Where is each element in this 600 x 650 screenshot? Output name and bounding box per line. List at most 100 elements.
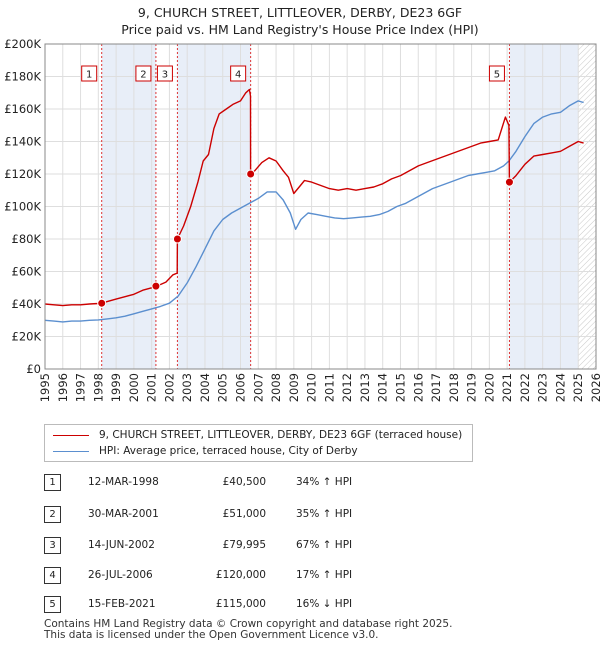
title-line-2: Price paid vs. HM Land Registry's House … xyxy=(121,22,479,37)
footer-line-2: This data is licensed under the Open Gov… xyxy=(44,629,379,641)
y-tick-label: £60K xyxy=(12,265,42,279)
sale-number: 5 xyxy=(44,596,61,613)
sale-hpi-diff: 34% ↑ HPI xyxy=(296,476,353,488)
y-tick-label: £140K xyxy=(4,135,41,149)
x-tick-label: 2007 xyxy=(251,373,265,402)
x-tick-label: 2022 xyxy=(518,373,532,402)
x-tick-label: 2025 xyxy=(571,373,585,402)
title-line-1: 9, CHURCH STREET, LITTLEOVER, DERBY, DE2… xyxy=(137,5,463,20)
table-row: 4 26-JUL-2006 £120,000 17% ↑ HPI xyxy=(44,565,564,585)
x-tick-label: 2013 xyxy=(358,373,372,402)
sale-hpi-diff: 17% ↑ HPI xyxy=(296,569,353,581)
sale-badge-label: 5 xyxy=(494,70,500,81)
sale-badge-label: 4 xyxy=(235,70,241,81)
x-tick-label: 1995 xyxy=(38,373,52,402)
table-row: 1 12-MAR-1998 £40,500 34% ↑ HPI xyxy=(44,472,564,492)
sale-point xyxy=(151,281,161,291)
legend-item-hpi: HPI: Average price, terraced house, City… xyxy=(53,443,358,459)
y-tick-label: £200K xyxy=(4,37,41,51)
sale-hpi-diff: 35% ↑ HPI xyxy=(296,508,353,520)
x-tick-label: 2016 xyxy=(411,373,425,402)
price-paid-line xyxy=(44,88,584,307)
x-tick-label: 2018 xyxy=(447,373,461,402)
table-row: 5 15-FEB-2021 £115,000 16% ↓ HPI xyxy=(44,594,564,614)
footer-attribution: Contains HM Land Registry data © Crown c… xyxy=(44,619,452,641)
table-row: 3 14-JUN-2002 £79,995 67% ↑ HPI xyxy=(44,535,564,555)
sale-badge xyxy=(81,65,98,82)
x-tick-label: 1996 xyxy=(56,373,70,402)
legend: 9, CHURCH STREET, LITTLEOVER, DERBY, DE2… xyxy=(44,424,473,462)
x-tick-label: 2024 xyxy=(553,373,567,402)
sale-badge-label: 1 xyxy=(86,70,92,81)
y-tick-label: £80K xyxy=(12,232,42,246)
sale-badge xyxy=(230,65,247,82)
footer-line-1: Contains HM Land Registry data © Crown c… xyxy=(44,618,453,630)
chart-title: 9, CHURCH STREET, LITTLEOVER, DERBY, DE2… xyxy=(0,4,600,38)
sale-number: 4 xyxy=(44,567,61,584)
x-tick-label: 2009 xyxy=(287,373,301,402)
x-tick-label: 2005 xyxy=(216,373,230,402)
x-tick-label: 2020 xyxy=(482,373,496,402)
sale-number: 2 xyxy=(44,506,61,523)
y-tick-label: £120K xyxy=(4,167,41,181)
sale-date: 15-FEB-2021 xyxy=(88,598,156,610)
table-row: 2 30-MAR-2001 £51,000 35% ↑ HPI xyxy=(44,504,564,524)
legend-label-hpi: HPI: Average price, terraced house, City… xyxy=(99,445,358,457)
sale-date: 30-MAR-2001 xyxy=(88,508,159,520)
x-tick-label: 2001 xyxy=(145,373,159,402)
y-tick-label: £100K xyxy=(4,200,41,214)
legend-item-price: 9, CHURCH STREET, LITTLEOVER, DERBY, DE2… xyxy=(53,427,462,443)
x-tick-label: 1997 xyxy=(74,373,88,402)
sale-price: £120,000 xyxy=(215,569,266,581)
x-tick-label: 1998 xyxy=(91,373,105,402)
x-tick-label: 2011 xyxy=(322,373,336,402)
sale-point xyxy=(504,177,514,187)
y-tick-label: £160K xyxy=(4,102,41,116)
y-tick-label: £180K xyxy=(4,70,41,84)
sale-date: 26-JUL-2006 xyxy=(88,569,153,581)
x-tick-label: 2015 xyxy=(393,373,407,402)
sale-price: £40,500 xyxy=(222,476,266,488)
sale-price: £115,000 xyxy=(215,598,266,610)
x-tick-label: 2023 xyxy=(536,373,550,402)
legend-swatch-hpi xyxy=(53,450,89,452)
sale-date: 14-JUN-2002 xyxy=(88,539,155,551)
x-tick-label: 2026 xyxy=(589,373,600,402)
x-tick-label: 2008 xyxy=(269,373,283,402)
plot-frame xyxy=(44,43,597,370)
x-tick-label: 2002 xyxy=(162,373,176,402)
x-tick-label: 2012 xyxy=(340,373,354,402)
sale-badge xyxy=(135,65,152,82)
x-tick-label: 2017 xyxy=(429,373,443,402)
y-tick-label: £40K xyxy=(12,297,42,311)
hpi-line xyxy=(44,100,584,323)
x-tick-label: 1999 xyxy=(109,373,123,402)
sale-price: £79,995 xyxy=(222,539,266,551)
sale-number: 3 xyxy=(44,537,61,554)
sale-point xyxy=(172,234,182,244)
legend-swatch-price xyxy=(53,434,89,436)
sale-number: 1 xyxy=(44,474,61,491)
price-chart: 1 2 3 4 5 £0 £20K £40K £60K £80K £100K £120K £140K £… xyxy=(4,37,600,402)
x-tick-label: 2004 xyxy=(198,373,212,402)
sale-hpi-diff: 67% ↑ HPI xyxy=(296,539,353,551)
sale-badge xyxy=(488,65,505,82)
sale-point xyxy=(246,169,256,179)
sale-date: 12-MAR-1998 xyxy=(88,476,159,488)
sale-hpi-diff: 16% ↓ HPI xyxy=(296,598,353,610)
legend-label-price: 9, CHURCH STREET, LITTLEOVER, DERBY, DE2… xyxy=(99,429,463,441)
x-tick-label: 2019 xyxy=(465,373,479,402)
x-tick-label: 2003 xyxy=(180,373,194,402)
sale-price: £51,000 xyxy=(222,508,266,520)
x-tick-label: 2014 xyxy=(376,373,390,402)
sale-point xyxy=(97,298,107,308)
y-tick-label: £20K xyxy=(12,330,42,344)
sale-badge-label: 3 xyxy=(162,70,168,81)
sale-badge-label: 2 xyxy=(140,70,146,81)
x-tick-label: 2010 xyxy=(305,373,319,402)
x-tick-label: 2021 xyxy=(500,373,514,402)
x-tick-label: 2006 xyxy=(234,373,248,402)
sale-badge xyxy=(156,65,173,82)
x-tick-label: 2000 xyxy=(127,373,141,402)
y-tick-label: £0 xyxy=(26,362,41,376)
